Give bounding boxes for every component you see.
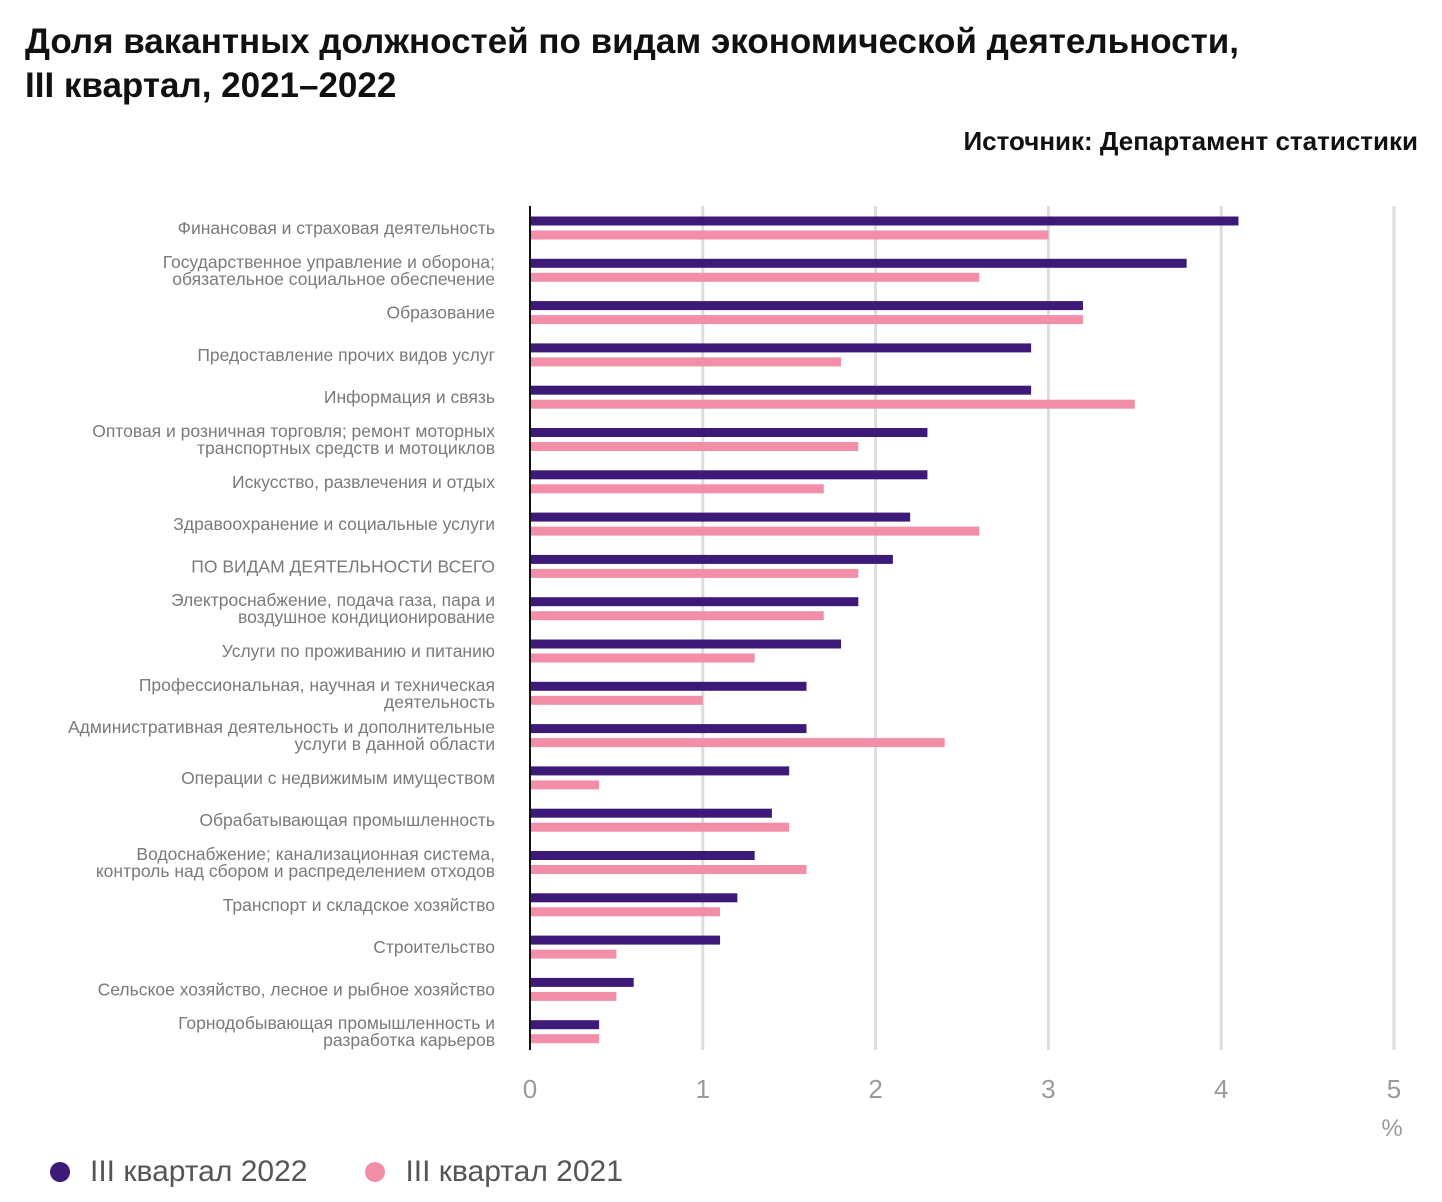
legend-label-2021: III квартал 2021: [405, 1155, 623, 1188]
bar-2021: [530, 484, 824, 494]
bar-2022: [530, 808, 772, 818]
bar-2021: [530, 695, 703, 705]
category-label: Электроснабжение, подача газа, пара и: [171, 590, 495, 610]
bar-2021: [530, 865, 807, 874]
bar-2021: [530, 991, 617, 1001]
bar-2022: [530, 597, 859, 607]
category-label: Государственное управление и оборона;: [163, 252, 495, 272]
category-label: разработка карьеров: [323, 1030, 495, 1050]
bar-2022: [530, 1020, 600, 1030]
category-label: Строительство: [373, 937, 495, 957]
category-label: Операции с недвижимым имуществом: [181, 768, 495, 788]
bar-2021: [530, 272, 980, 282]
bar-2021: [530, 315, 1083, 325]
bar-2021: [530, 611, 824, 621]
legend-label-2022: III квартал 2022: [90, 1155, 308, 1188]
x-tick-label: 1: [696, 1074, 710, 1104]
bar-2022: [530, 724, 807, 734]
category-label: деятельность: [384, 692, 495, 712]
category-label: Образование: [387, 303, 495, 323]
category-label: Здравоохранение и социальные услуги: [173, 514, 495, 534]
bar-2022: [530, 343, 1032, 353]
bar-2021: [530, 653, 755, 663]
chart-title-line-1: Доля вакантных должностей по видам эконо…: [25, 22, 1240, 61]
bar-2022: [530, 766, 790, 776]
category-label: Искусство, развлечения и отдых: [232, 472, 495, 492]
bar-2021: [530, 907, 721, 917]
bar-2021: [530, 357, 842, 367]
bar-2022: [530, 977, 634, 987]
bar-2021: [530, 822, 790, 832]
bar-2021: [530, 780, 600, 790]
category-label: Сельское хозяйство, лесное и рыбное хозя…: [98, 979, 495, 999]
chart-title: Доля вакантных должностей по видам эконо…: [25, 20, 1405, 108]
category-label: Услуги по проживанию и питанию: [222, 641, 495, 661]
category-label: Транспорт и складское хозяйство: [223, 895, 495, 915]
x-tick-label: 2: [868, 1074, 882, 1104]
category-label: Административная деятельность и дополнит…: [68, 717, 495, 737]
category-label: ПО ВИДАМ ДЕЯТЕЛЬНОСТИ ВСЕГО: [191, 556, 495, 576]
bar-2021: [530, 526, 980, 536]
category-label: воздушное кондиционирование: [238, 607, 495, 627]
bar-2022: [530, 851, 755, 860]
bar-2022: [530, 301, 1083, 311]
bar-2022: [530, 639, 842, 649]
x-tick-label: 0: [523, 1074, 537, 1104]
bar-2021: [530, 949, 617, 959]
bar-2022: [530, 681, 807, 691]
category-label: Обрабатывающая промышленность: [199, 810, 495, 830]
category-label: обязательное социальное обеспечение: [172, 269, 495, 289]
category-label: Предоставление прочих видов услуг: [197, 345, 495, 365]
bar-2022: [530, 258, 1187, 268]
x-tick-label: 5: [1387, 1074, 1401, 1104]
bar-2021: [530, 1034, 600, 1044]
bar-2021: [530, 568, 859, 578]
bar-2022: [530, 428, 928, 437]
chart-title-line-2: III квартал, 2021–2022: [25, 66, 397, 105]
legend-item-2022: III квартал 2022: [50, 1155, 307, 1189]
x-tick-label: 4: [1214, 1074, 1228, 1104]
bar-2022: [530, 216, 1239, 226]
category-label: транспортных средств и мотоциклов: [197, 438, 495, 458]
legend-swatch-2022: [50, 1162, 70, 1182]
category-label: Оптовая и розничная торговля; ремонт мот…: [92, 421, 495, 441]
category-label: Водоснабжение; канализационная система,: [136, 844, 495, 864]
bar-2022: [530, 554, 893, 564]
legend-swatch-2021: [365, 1162, 386, 1182]
category-label: контроль над сбором и распределением отх…: [96, 861, 495, 881]
category-label: Горнодобывающая промышленность и: [178, 1013, 495, 1033]
chart-legend: III квартал 2022 III квартал 2021: [50, 1150, 623, 1194]
legend-item-2021: III квартал 2021: [365, 1155, 623, 1189]
source-note: Источник: Департамент статистики: [963, 126, 1418, 156]
bar-2021: [530, 442, 859, 451]
category-label: услуги в данной области: [294, 734, 495, 754]
category-label: Финансовая и страховая деятельность: [178, 218, 495, 238]
bar-2021: [530, 399, 1135, 409]
bar-2022: [530, 893, 738, 903]
category-label: Информация и связь: [324, 387, 495, 407]
bar-2022: [530, 470, 928, 480]
bar-2022: [530, 512, 911, 522]
bar-chart: 0 1 2 3 4 5% Финансовая и страховая деятельнос…: [68, 206, 1403, 1142]
x-tick-label: 3: [1041, 1074, 1055, 1104]
bar-2022: [530, 385, 1032, 395]
bar-2022: [530, 935, 721, 945]
bar-2021: [530, 230, 1049, 240]
category-label: Профессиональная, научная и техническая: [139, 675, 495, 695]
x-axis-unit-label: %: [1381, 1115, 1402, 1142]
bar-2021: [530, 738, 945, 748]
